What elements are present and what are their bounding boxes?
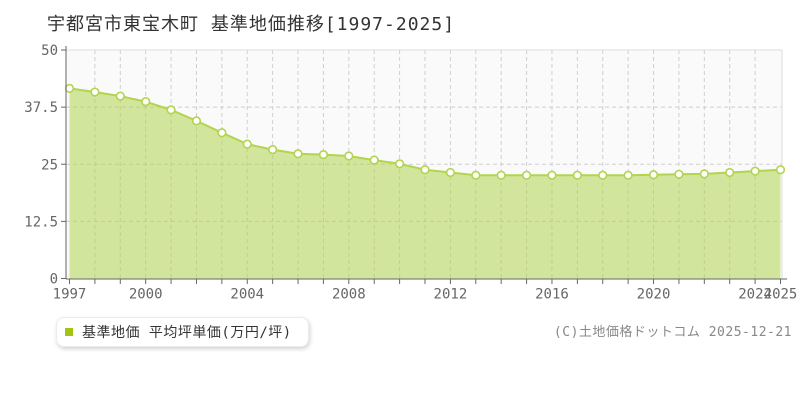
data-point — [242, 139, 252, 149]
data-point — [420, 165, 430, 175]
data-point — [217, 128, 227, 138]
data-point — [395, 159, 405, 169]
data-point — [572, 170, 582, 180]
data-point — [623, 170, 633, 180]
data-point — [293, 149, 303, 159]
data-point — [725, 167, 735, 178]
data-point — [166, 105, 176, 115]
data-point — [674, 169, 684, 179]
data-point — [471, 170, 481, 180]
data-point — [750, 166, 760, 176]
legend-label: 基準地価 平均坪単価(万円/坪) — [82, 325, 292, 341]
legend-marker-icon — [65, 328, 73, 336]
data-point — [521, 170, 532, 180]
chart-title: 宇都宮市東宝木町 基準地価推移[1997-2025] — [47, 14, 456, 35]
data-point — [318, 150, 329, 160]
x-axis-label: 2012 — [434, 287, 468, 303]
data-point — [344, 151, 354, 161]
data-point — [115, 91, 125, 101]
data-point — [191, 116, 202, 126]
x-axis-label: 2020 — [637, 287, 671, 303]
data-point — [598, 170, 608, 180]
y-axis-label: 0 — [50, 272, 58, 288]
data-point — [369, 155, 379, 165]
x-axis-label: 2016 — [535, 287, 569, 303]
y-axis-label: 25 — [41, 157, 58, 173]
y-axis-label: 12.5 — [24, 214, 58, 230]
data-point — [496, 170, 506, 180]
x-axis-label: 2025 — [764, 287, 798, 303]
copyright-text: (C)土地価格ドットコム 2025-12-21 — [553, 325, 792, 340]
data-point — [141, 97, 151, 107]
data-point — [90, 87, 100, 97]
x-axis-label: 2024 — [738, 287, 772, 303]
legend: 基準地価 平均坪単価(万円/坪) — [56, 317, 309, 347]
data-point — [64, 83, 75, 93]
data-point — [268, 145, 278, 155]
x-axis-label: 1997 — [53, 287, 87, 303]
y-axis-label: 37.5 — [24, 100, 58, 116]
data-point — [547, 170, 557, 180]
data-point — [775, 165, 786, 175]
data-point — [445, 167, 455, 178]
x-axis-label: 2008 — [332, 287, 366, 303]
data-point — [699, 169, 709, 179]
area-fill — [69, 88, 781, 279]
x-axis-label: 2004 — [230, 287, 264, 303]
y-axis-label: 50 — [41, 43, 58, 59]
data-point — [648, 170, 659, 180]
x-axis-label: 2000 — [129, 287, 163, 303]
